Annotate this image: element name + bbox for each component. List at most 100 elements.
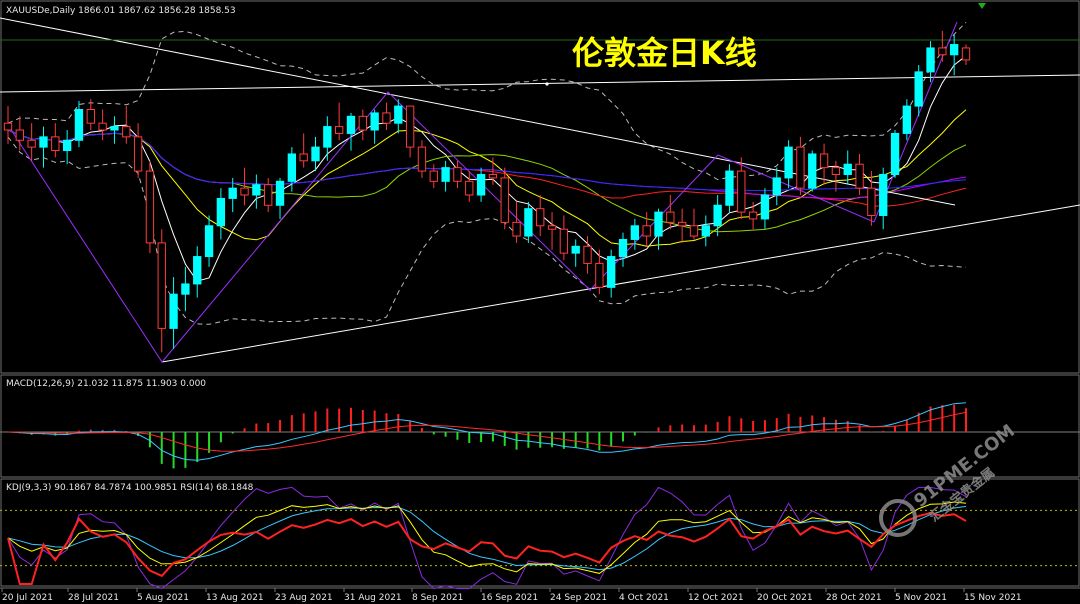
bull-candle bbox=[394, 105, 403, 124]
bear-candle bbox=[547, 225, 557, 230]
bull-candle bbox=[252, 184, 261, 196]
trendline-anchor-point bbox=[545, 82, 549, 86]
bull-candle bbox=[571, 245, 580, 254]
bull-candle bbox=[275, 180, 285, 206]
bull-candle bbox=[228, 187, 237, 199]
bear-candle bbox=[453, 167, 462, 182]
bull-candle bbox=[843, 163, 852, 175]
kdj-j-line bbox=[7, 486, 967, 590]
bull-candle bbox=[39, 136, 48, 148]
bull-candle bbox=[890, 132, 900, 175]
bull-candle bbox=[476, 173, 486, 196]
bear-candle bbox=[512, 221, 521, 237]
bear-candle bbox=[500, 177, 509, 223]
bear-candle bbox=[938, 47, 947, 56]
bull-candle bbox=[914, 71, 923, 107]
macd-indicator bbox=[0, 402, 1080, 469]
bear-candle bbox=[689, 225, 699, 237]
descending-trendline bbox=[0, 17, 956, 206]
bear-candle bbox=[334, 126, 344, 134]
bull-candle bbox=[193, 256, 202, 285]
x-axis-tick-label: 13 Aug 2021 bbox=[206, 593, 264, 603]
bull-candle bbox=[950, 44, 959, 56]
x-axis-tick-label: 5 Aug 2021 bbox=[137, 593, 189, 603]
macd-dif-line bbox=[7, 402, 967, 461]
x-axis-tick-label: 5 Nov 2021 bbox=[895, 593, 947, 603]
bull-candle bbox=[808, 153, 817, 189]
ma10-line bbox=[7, 109, 967, 247]
bear-candle bbox=[429, 170, 438, 182]
x-axis-tick-label: 8 Sep 2021 bbox=[412, 593, 463, 603]
bear-candle bbox=[961, 47, 971, 61]
bear-candle bbox=[264, 184, 273, 206]
watermark-ring-icon bbox=[879, 499, 917, 537]
bear-candle bbox=[583, 245, 592, 264]
bull-candle bbox=[370, 112, 379, 131]
bear-candle bbox=[831, 167, 841, 175]
bear-candle bbox=[488, 173, 498, 179]
x-axis-tick-label: 16 Sep 2021 bbox=[481, 593, 538, 603]
bull-candle bbox=[772, 177, 781, 196]
main-chart-header: XAUUSDe,Daily 1866.01 1867.62 1856.28 18… bbox=[6, 6, 236, 16]
x-axis-tick-label: 12 Oct 2021 bbox=[688, 593, 744, 603]
bull-candle bbox=[607, 256, 616, 288]
x-axis-tick-label: 15 Nov 2021 bbox=[964, 593, 1022, 603]
trendlines[interactable] bbox=[0, 17, 1080, 363]
bear-candle bbox=[677, 221, 687, 227]
chart-overlay-title: 伦敦金日K线 bbox=[572, 34, 757, 72]
bear-candle bbox=[51, 136, 60, 152]
bollinger-lower-line bbox=[7, 136, 967, 325]
bear-candle bbox=[748, 211, 758, 220]
bull-candle bbox=[725, 170, 734, 206]
scroll-marker-icon[interactable] bbox=[978, 3, 986, 9]
kdj-panel-frame bbox=[0, 478, 1080, 587]
bear-candle bbox=[3, 122, 13, 131]
x-axis-tick-label: 28 Jul 2021 bbox=[68, 593, 119, 603]
bull-candle bbox=[701, 225, 710, 237]
bear-candle bbox=[240, 187, 249, 196]
bull-candle bbox=[323, 126, 332, 148]
bear-candle bbox=[86, 109, 95, 124]
horizontal-resistance-line bbox=[0, 74, 1080, 93]
bull-candle bbox=[62, 139, 72, 152]
bear-candle bbox=[819, 153, 829, 169]
x-axis-tick-label: 4 Oct 2021 bbox=[619, 593, 669, 603]
bull-candle bbox=[524, 208, 533, 237]
bear-candle bbox=[133, 136, 143, 172]
macd-signal-line bbox=[7, 411, 967, 452]
kdj-rsi-indicator bbox=[0, 486, 1080, 590]
bear-candle bbox=[855, 163, 864, 189]
x-axis-tick-label: 31 Aug 2021 bbox=[344, 593, 402, 603]
bull-candle bbox=[74, 109, 84, 141]
bull-candle bbox=[346, 115, 356, 134]
x-axis-tick-label: 20 Oct 2021 bbox=[757, 593, 813, 603]
x-axis-labels: 20 Jul 2021 28 Jul 2021 5 Aug 2021 13 Aug 2… bbox=[1, 588, 1022, 603]
bear-candle bbox=[157, 242, 166, 329]
bear-candle bbox=[405, 105, 415, 148]
bollinger-bands bbox=[7, 21, 967, 325]
bull-candle bbox=[216, 197, 226, 227]
bull-candle bbox=[204, 225, 214, 258]
bull-candle bbox=[311, 146, 320, 162]
bear-candle bbox=[15, 129, 24, 141]
bull-candle bbox=[441, 167, 450, 182]
bear-candle bbox=[358, 115, 367, 131]
bull-candle bbox=[630, 225, 640, 240]
bear-candle bbox=[737, 170, 746, 213]
bull-candle bbox=[110, 126, 119, 131]
bear-candle bbox=[536, 208, 545, 227]
macd-panel-frame bbox=[0, 374, 1080, 478]
x-axis-tick-label: 28 Oct 2021 bbox=[826, 593, 882, 603]
zigzag-line bbox=[7, 21, 958, 363]
bear-candle bbox=[642, 225, 651, 237]
bull-candle bbox=[654, 211, 663, 237]
bull-candle bbox=[287, 153, 297, 182]
bull-candle bbox=[618, 238, 628, 258]
bear-candle bbox=[27, 139, 36, 148]
bull-candle bbox=[760, 194, 770, 220]
rsi-line bbox=[7, 512, 967, 585]
bull-candle bbox=[879, 173, 888, 217]
